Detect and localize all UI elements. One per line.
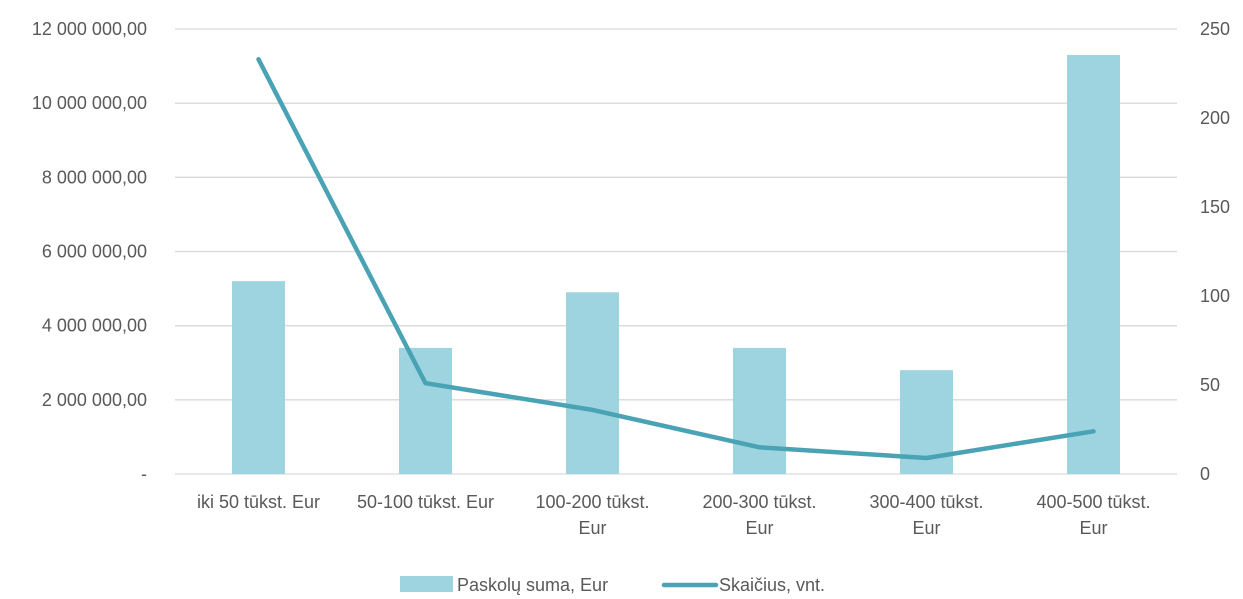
legend-swatch-bar [400, 576, 453, 592]
category-label: 400-500 tūkst. Eur [1036, 492, 1150, 538]
bar [566, 292, 619, 474]
category-label: 50-100 tūkst. Eur [357, 492, 494, 512]
right-tick-label: 0 [1200, 464, 1210, 484]
bar [1067, 54, 1120, 474]
left-tick-label: 4 000 000,00 [42, 316, 147, 336]
right-tick-label: 150 [1200, 197, 1230, 217]
legend-label-bar: Paskolų suma, Eur [457, 575, 608, 595]
category-label: 100-200 tūkst. Eur [535, 492, 649, 538]
right-tick-label: 100 [1200, 286, 1230, 306]
right-axis-labels: 0 50 100 150 200 250 [1200, 19, 1230, 484]
right-tick-label: 200 [1200, 108, 1230, 128]
series-line [256, 57, 1096, 461]
category-axis-labels: iki 50 tūkst. Eur 50-100 tūkst. Eur 100-20… [197, 492, 1151, 538]
right-tick-label: 250 [1200, 19, 1230, 39]
bar [399, 347, 452, 474]
category-label: 300-400 tūkst. Eur [869, 492, 983, 538]
category-label: iki 50 tūkst. Eur [197, 492, 320, 512]
left-axis-labels: - 2 000 000,00 4 000 000,00 6 000 000,00 8 0… [32, 19, 147, 484]
legend: Paskolų suma, Eur Skaičius, vnt. [400, 575, 825, 595]
category-label: 200-300 tūkst. Eur [702, 492, 816, 538]
left-tick-label: 12 000 000,00 [32, 19, 147, 39]
legend-item-line: Skaičius, vnt. [661, 575, 825, 595]
line-series [256, 57, 1096, 461]
left-tick-label: 10 000 000,00 [32, 93, 147, 113]
bar-series [232, 54, 1120, 474]
left-tick-label: 8 000 000,00 [42, 167, 147, 187]
legend-label-line: Skaičius, vnt. [719, 575, 825, 595]
left-tick-label: 2 000 000,00 [42, 390, 147, 410]
bar [733, 347, 786, 474]
left-tick-label: 6 000 000,00 [42, 242, 147, 262]
left-tick-label: - [141, 464, 147, 484]
right-tick-label: 50 [1200, 375, 1220, 395]
legend-item-bar: Paskolų suma, Eur [400, 575, 608, 595]
gridlines [175, 28, 1177, 475]
bar [232, 281, 285, 474]
